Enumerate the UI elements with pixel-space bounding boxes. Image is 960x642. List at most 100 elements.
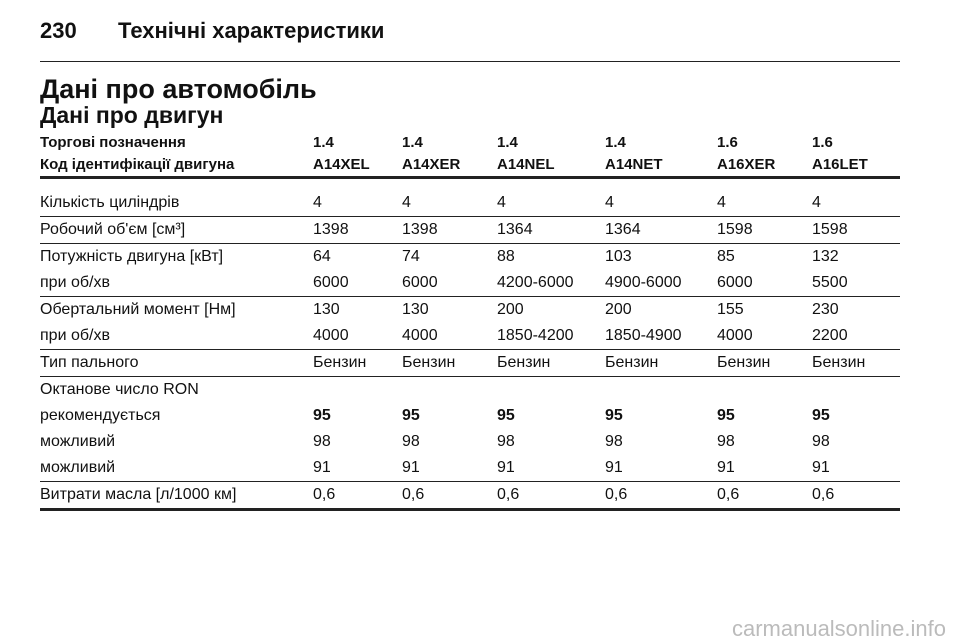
row-value: 6000 bbox=[313, 274, 349, 291]
row-value: 95 bbox=[717, 407, 735, 424]
row-value: 6000 bbox=[717, 274, 753, 291]
row-value: 132 bbox=[812, 248, 839, 265]
header-cell: 1.6 bbox=[812, 134, 833, 151]
row-value: 4000 bbox=[402, 327, 438, 344]
row-value: 91 bbox=[497, 459, 515, 476]
row-value: Бензин bbox=[812, 354, 866, 371]
row-label: Обертальний момент [Нм] bbox=[40, 301, 236, 318]
row-value: 4900-6000 bbox=[605, 274, 682, 291]
row-value: 95 bbox=[313, 407, 331, 424]
subtitle: Дані про двигун bbox=[40, 102, 224, 128]
row-value: 91 bbox=[717, 459, 735, 476]
row-value: 1850-4200 bbox=[497, 327, 574, 344]
row-value: 4000 bbox=[717, 327, 753, 344]
row-value: 91 bbox=[402, 459, 420, 476]
row-label: рекомендується bbox=[40, 407, 161, 424]
row-separator bbox=[40, 481, 900, 482]
row-value: 5500 bbox=[812, 274, 848, 291]
row-label: Витрати масла [л/1000 км] bbox=[40, 486, 237, 503]
row-value: 0,6 bbox=[605, 486, 628, 503]
section-title: Технічні характеристики bbox=[118, 18, 385, 43]
header-cell: A14NET bbox=[605, 156, 663, 173]
row-value: 4 bbox=[605, 194, 614, 211]
row-value: 200 bbox=[605, 301, 632, 318]
header-cell: 1.4 bbox=[605, 134, 626, 151]
row-label: Потужність двигуна [кВт] bbox=[40, 248, 224, 265]
row-label: можливий bbox=[40, 433, 116, 450]
row-value: Бензин bbox=[313, 354, 367, 371]
row-separator bbox=[40, 349, 900, 350]
row-label: при об/хв bbox=[40, 327, 110, 344]
row-value: 2200 bbox=[812, 327, 848, 344]
row-value: 200 bbox=[497, 301, 524, 318]
row-value: 98 bbox=[402, 433, 420, 450]
row-value: 88 bbox=[497, 248, 515, 265]
row-value: 95 bbox=[812, 407, 830, 424]
row-value: 0,6 bbox=[717, 486, 740, 503]
row-value: 98 bbox=[313, 433, 331, 450]
header-cell: 1.6 bbox=[717, 134, 738, 151]
header-cell: A14NEL bbox=[497, 156, 555, 173]
header-rule bbox=[40, 61, 900, 62]
header-cell: 1.4 bbox=[402, 134, 423, 151]
row-value: 4000 bbox=[313, 327, 349, 344]
row-label: Робочий об'єм [см³] bbox=[40, 221, 186, 238]
row-separator bbox=[40, 508, 900, 511]
row-value: 0,6 bbox=[497, 486, 520, 503]
row-value: 91 bbox=[812, 459, 830, 476]
row-label: Октанове число RON bbox=[40, 381, 199, 398]
row-value: 85 bbox=[717, 248, 735, 265]
row-value: Бензин bbox=[497, 354, 551, 371]
row-value: 230 bbox=[812, 301, 839, 318]
header-label: Код ідентифікації двигуна bbox=[40, 156, 235, 173]
row-value: 91 bbox=[313, 459, 331, 476]
row-value: 1598 bbox=[717, 221, 753, 238]
row-value: 0,6 bbox=[402, 486, 425, 503]
header-cell: 1.4 bbox=[497, 134, 518, 151]
row-value: 91 bbox=[605, 459, 623, 476]
row-value: 4 bbox=[717, 194, 726, 211]
row-value: 1364 bbox=[497, 221, 533, 238]
row-value: 74 bbox=[402, 248, 420, 265]
row-label: можливий bbox=[40, 459, 116, 476]
title: Дані про автомобіль bbox=[40, 74, 317, 104]
row-value: 98 bbox=[497, 433, 515, 450]
row-value: 4200-6000 bbox=[497, 274, 574, 291]
row-value: Бензин bbox=[605, 354, 659, 371]
row-value: 6000 bbox=[402, 274, 438, 291]
page-number: 230 bbox=[40, 18, 77, 43]
header-label: Торгові позначення bbox=[40, 134, 186, 151]
header-cell: A14XEL bbox=[313, 156, 370, 173]
row-separator bbox=[40, 216, 900, 217]
row-value: 4 bbox=[497, 194, 506, 211]
row-value: 1364 bbox=[605, 221, 641, 238]
row-value: 95 bbox=[402, 407, 420, 424]
row-label: Тип пального bbox=[40, 354, 139, 371]
row-label: при об/хв bbox=[40, 274, 110, 291]
row-separator bbox=[40, 176, 900, 179]
row-value: 64 bbox=[313, 248, 331, 265]
row-value: 155 bbox=[717, 301, 744, 318]
row-value: Бензин bbox=[402, 354, 456, 371]
row-value: 4 bbox=[812, 194, 821, 211]
header-cell: 1.4 bbox=[313, 134, 334, 151]
header-cell: A14XER bbox=[402, 156, 461, 173]
row-value: 130 bbox=[313, 301, 340, 318]
row-value: 0,6 bbox=[812, 486, 835, 503]
row-value: 95 bbox=[497, 407, 515, 424]
row-value: 1398 bbox=[402, 221, 438, 238]
row-value: 1398 bbox=[313, 221, 349, 238]
row-separator bbox=[40, 376, 900, 377]
row-value: 98 bbox=[717, 433, 735, 450]
row-value: 4 bbox=[313, 194, 322, 211]
row-separator bbox=[40, 243, 900, 244]
row-value: 1850-4900 bbox=[605, 327, 682, 344]
row-value: 1598 bbox=[812, 221, 848, 238]
row-value: 4 bbox=[402, 194, 411, 211]
row-value: 98 bbox=[605, 433, 623, 450]
watermark: carmanualsonline.info bbox=[731, 616, 946, 641]
row-value: 95 bbox=[605, 407, 623, 424]
row-value: Бензин bbox=[717, 354, 771, 371]
row-value: 130 bbox=[402, 301, 429, 318]
